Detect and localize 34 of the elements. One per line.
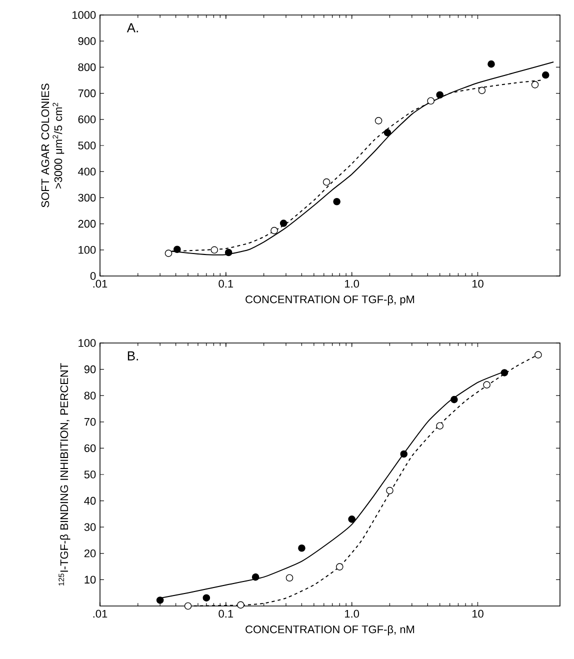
y-tick-label: 30	[84, 523, 96, 531]
y-tick-label: 100	[78, 339, 96, 347]
y-axis-title: $^{125}$I-TGF-β BINDING INHIBITION, PERCENT	[58, 363, 70, 586]
y-tick-label: 80	[84, 392, 96, 400]
y-tick-label: 900	[78, 37, 96, 45]
x-tick-label: 1.0	[345, 280, 360, 288]
x-tick-label: 0.1	[218, 280, 234, 288]
x-tick-label: .01	[93, 280, 108, 288]
x-axis-title: CONCENTRATION OF TGF-β, nM	[246, 625, 414, 636]
x-tick-label: 10	[472, 610, 484, 618]
y-tick-label: 60	[84, 444, 96, 452]
y-tick-label: 40	[84, 496, 96, 505]
y-tick-label: 10	[84, 576, 96, 584]
chart-title: B.	[128, 351, 138, 360]
y-tick-label: 1000	[72, 11, 96, 19]
x-tick-label: 0.1	[218, 610, 234, 618]
x-tick-label: 10	[472, 280, 484, 288]
y-tick-label: 300	[78, 194, 96, 202]
y-tick-label: 600	[78, 116, 96, 124]
y-tick-label: 700	[78, 89, 96, 98]
x-tick-label: .01	[93, 610, 108, 618]
y-tick-label: 50	[84, 470, 96, 478]
y-tick-label: 200	[78, 220, 96, 228]
y-tick-label: 100	[78, 246, 96, 254]
chart-title: A.	[126, 23, 138, 32]
y-tick-label: 20	[84, 550, 96, 558]
y-tick-label: 0	[90, 272, 96, 280]
y-tick-label: 400	[78, 168, 96, 176]
y-tick-label: 800	[78, 63, 96, 72]
y-tick-label: 500	[78, 142, 96, 150]
x-tick-label: 1.0	[345, 610, 360, 618]
y-tick-label: 90	[84, 365, 96, 374]
x-axis-title: CONCENTRATION OF TGF-β, pM	[246, 295, 414, 306]
y-tick-label: 70	[84, 418, 96, 426]
